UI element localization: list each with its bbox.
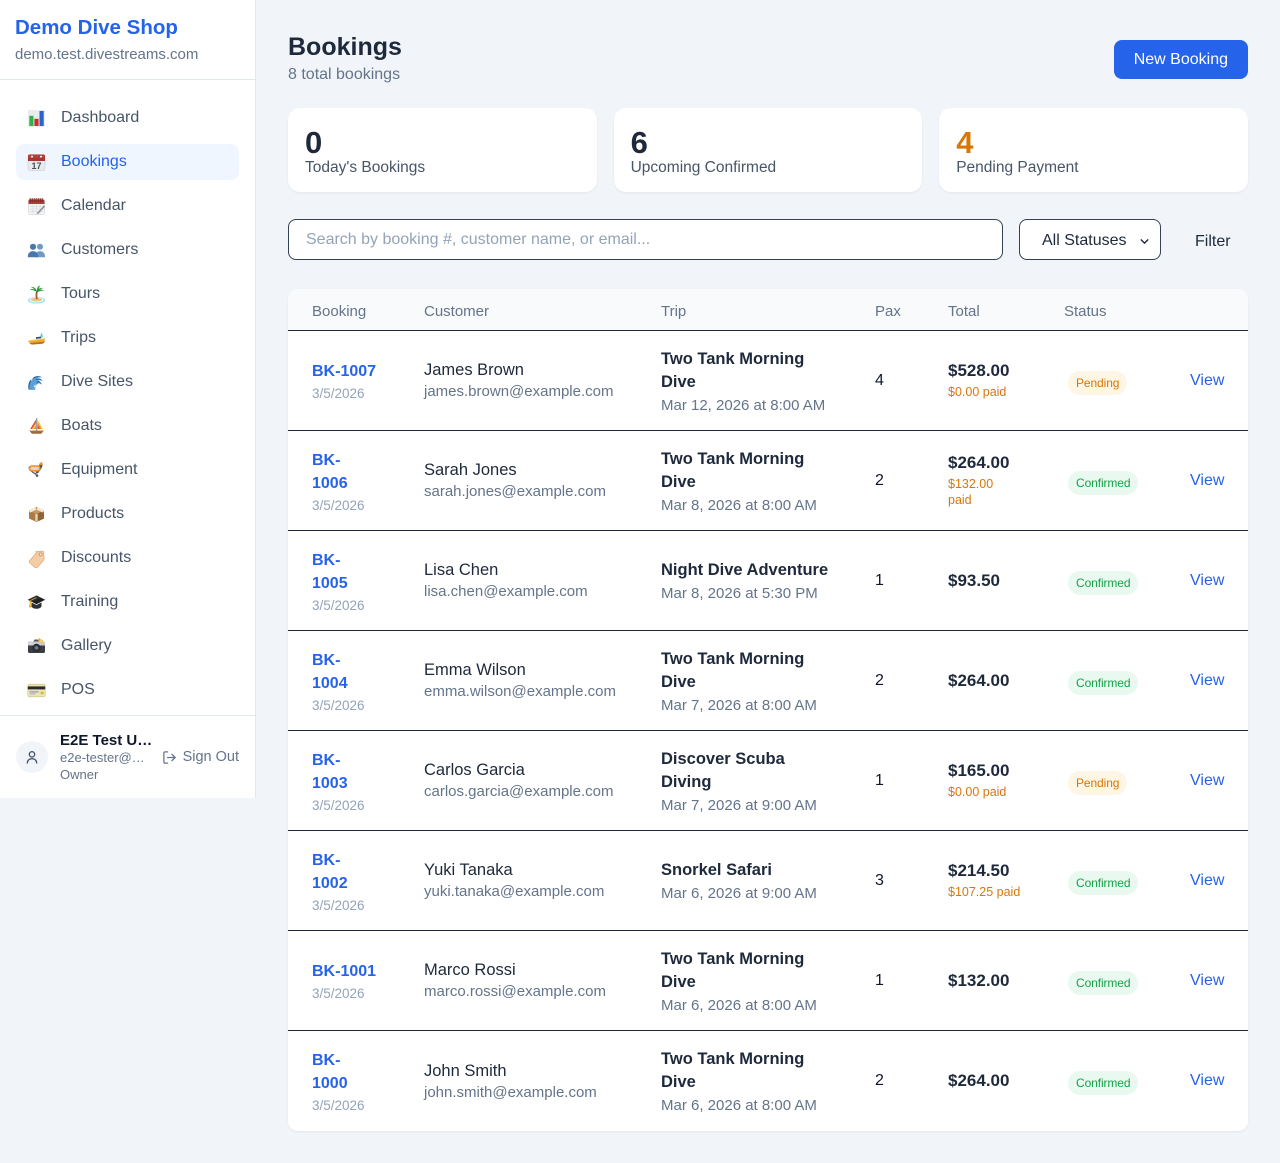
svg-text:17: 17 [31, 161, 41, 171]
